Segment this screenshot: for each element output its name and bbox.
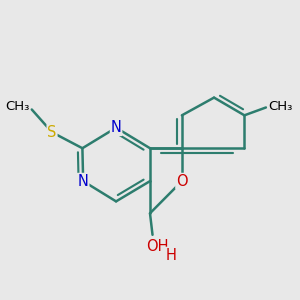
Text: S: S xyxy=(47,125,57,140)
Text: CH₃: CH₃ xyxy=(268,100,293,113)
Text: N: N xyxy=(111,120,122,135)
Text: H: H xyxy=(166,248,176,262)
Text: O: O xyxy=(176,174,188,189)
Text: OH: OH xyxy=(146,239,168,254)
Text: N: N xyxy=(78,174,88,189)
Text: CH₃: CH₃ xyxy=(5,100,29,113)
